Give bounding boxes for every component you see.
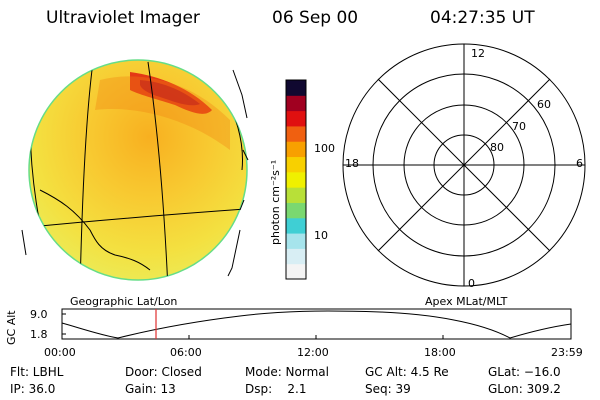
glat-status: GLat: −16.0 — [488, 365, 561, 379]
colorbar-segment — [286, 125, 306, 142]
uv-image — [21, 59, 249, 281]
mlt-label-12: 12 — [471, 47, 485, 60]
geographic-label: Geographic Lat/Lon — [70, 295, 178, 308]
altitude-plot — [61, 308, 572, 340]
gc-alt-status: GC Alt: 4.5 Re — [365, 365, 449, 379]
time-tick-1800: 18:00 — [424, 346, 456, 359]
colorbar-segment — [286, 187, 306, 203]
colorbar-segment — [286, 141, 306, 158]
colorbar-segment — [286, 263, 306, 280]
mode-status: Mode: Normal — [245, 365, 329, 379]
mlt-label-18: 18 — [345, 157, 359, 170]
date-label: 06 Sep 00 — [272, 8, 359, 28]
lat-label-70: 70 — [512, 120, 526, 133]
door-status: Door: Closed — [125, 365, 202, 379]
altitude-frame — [61, 308, 572, 340]
polar-diagonal-2 — [377, 78, 551, 252]
altitude-ytick-9: 9.0 — [30, 308, 48, 321]
colorbar-segment — [286, 171, 306, 188]
seq-status: Seq: 39 — [365, 382, 411, 396]
ip-status: IP: 36.0 — [10, 382, 56, 396]
colorbar-frame — [285, 79, 307, 280]
altitude-ylabel: GC Alt — [5, 310, 18, 345]
colorbar-segment — [286, 95, 306, 112]
time-tick-0000: 00:00 — [44, 346, 76, 359]
gain-status: Gain: 13 — [125, 382, 176, 396]
colorbar-unit-label: photon cm⁻²s⁻¹ — [269, 159, 282, 245]
colorbar-segment — [286, 202, 306, 219]
mlt-label-0: 0 — [468, 277, 475, 290]
filter-status: Flt: LBHL — [10, 365, 64, 379]
lat-label-80: 80 — [490, 141, 504, 154]
time-tick-1200: 12:00 — [297, 346, 329, 359]
colorbar-segment — [286, 248, 306, 265]
colorbar-segment — [286, 110, 306, 127]
instrument-title: Ultraviolet Imager — [46, 8, 200, 28]
mlt-label-6: 6 — [576, 157, 583, 170]
time-label: 04:27:35 UT — [430, 8, 535, 28]
dsp-status: Dsp: 2.1 — [245, 382, 307, 396]
colorbar-segment — [286, 233, 306, 249]
colorbar-segment — [286, 156, 306, 173]
colorbar-tick-100: 100 — [314, 142, 335, 155]
polar-plot — [342, 43, 586, 287]
lat-label-60: 60 — [537, 98, 551, 111]
time-tick-0600: 06:00 — [170, 346, 202, 359]
time-tick-2359: 23:59 — [551, 346, 583, 359]
colorbar-tick-10: 10 — [314, 229, 328, 242]
apex-label: Apex MLat/MLT — [425, 295, 508, 308]
colorbar — [286, 80, 306, 280]
colorbar-segment — [286, 80, 306, 96]
glon-status: GLon: 309.2 — [488, 382, 561, 396]
coastline — [21, 69, 249, 277]
colorbar-segment — [286, 217, 306, 234]
altitude-ytick-1-8: 1.8 — [30, 328, 48, 341]
altitude-curve — [61, 310, 572, 339]
